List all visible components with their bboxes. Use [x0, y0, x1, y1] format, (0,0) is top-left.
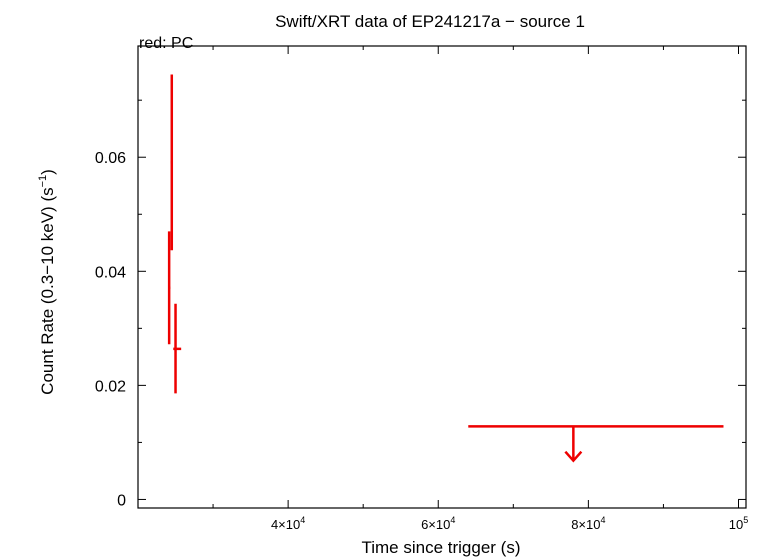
upper-limit-arrow-head: [564, 450, 583, 463]
y-tick-label: 0.04: [95, 264, 126, 281]
x-tick-mantissa: 10: [729, 517, 743, 532]
x-axis-label: Time since trigger (s): [361, 538, 520, 557]
x-tick-exponent: 5: [743, 515, 748, 525]
data-points: [167, 74, 724, 463]
y-axis-label-close: ): [38, 169, 57, 175]
y-axis-label-main: Count Rate (0.3−10 keV) (s: [38, 187, 57, 394]
x-tick-label: 105: [729, 515, 748, 532]
x-tick-exponent: 4: [300, 515, 305, 525]
axis-ticks: [138, 46, 746, 508]
x-tick-label: 6×104: [421, 515, 455, 532]
x-tick-label: 4×104: [271, 515, 305, 532]
y-axis-label-superscript: −1: [37, 175, 49, 188]
x-tick-exponent: 4: [450, 515, 455, 525]
y-axis-label: Count Rate (0.3−10 keV) (s−1): [37, 169, 57, 395]
chart-title: Swift/XRT data of EP241217a − source 1: [275, 12, 585, 31]
chart-subtitle: red: PC: [139, 35, 193, 52]
y-tick-label: 0.06: [95, 150, 126, 167]
x-tick-exponent: 4: [601, 515, 606, 525]
plot-frame: [137, 45, 747, 509]
x-tick-label: 8×104: [571, 515, 605, 532]
y-tick-label: 0: [117, 492, 126, 509]
x-tick-mantissa: 8×10: [571, 517, 600, 532]
x-tick-mantissa: 4×10: [271, 517, 300, 532]
y-tick-label: 0.02: [95, 378, 126, 395]
x-tick-mantissa: 6×10: [421, 517, 450, 532]
